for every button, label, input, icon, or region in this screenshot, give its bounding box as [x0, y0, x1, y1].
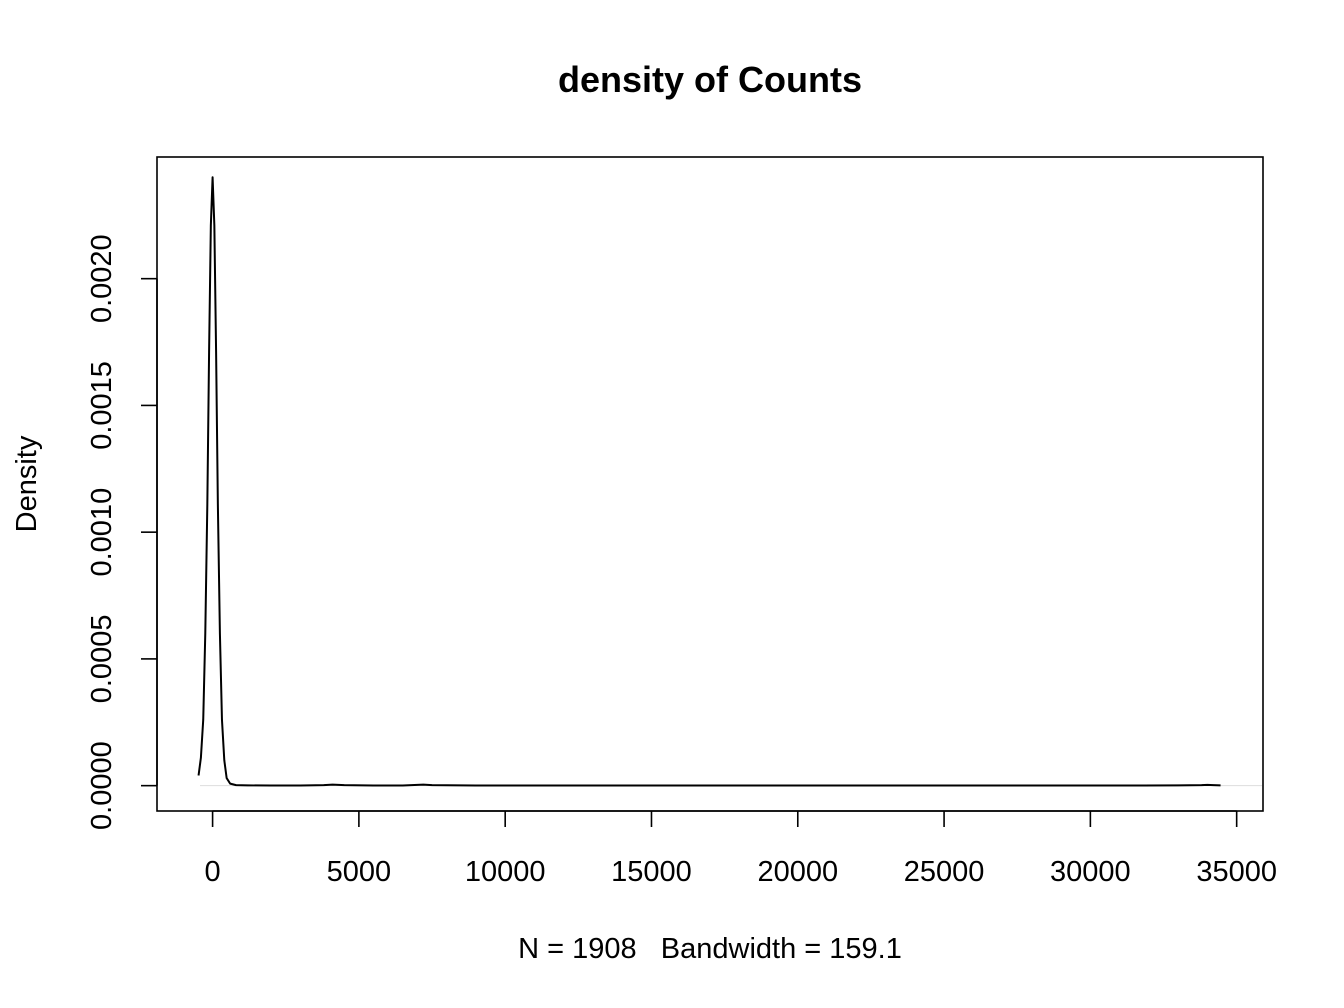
y-tick-label: 0.0020	[86, 234, 118, 323]
chart-title: density of Counts	[558, 59, 862, 100]
y-tick-label: 0.0010	[86, 488, 118, 577]
y-axis-label: Density	[11, 435, 43, 532]
plot-area-box	[156, 156, 1264, 812]
y-tick-label: 0.0015	[86, 361, 118, 450]
x-tick-label: 0	[205, 856, 221, 888]
x-tick-label: 35000	[1196, 856, 1277, 888]
x-tick-label: 30000	[1050, 856, 1131, 888]
x-tick-label: 10000	[465, 856, 546, 888]
x-tick-label: 20000	[757, 856, 838, 888]
y-tick-label: 0.0005	[86, 615, 118, 704]
y-axis: 0.0000 0.0005 0.0010 0.0015 0.0020	[86, 234, 158, 830]
x-tick-label: 25000	[904, 856, 985, 888]
x-tick-label: 15000	[611, 856, 692, 888]
x-axis-label: N = 1908 Bandwidth = 159.1	[518, 933, 902, 965]
y-tick-label: 0.0000	[86, 741, 118, 830]
x-axis: 0 5000 10000 15000 20000 25000 30000 35000	[205, 810, 1277, 888]
x-tick-label: 5000	[327, 856, 392, 888]
density-curve	[197, 176, 1221, 787]
